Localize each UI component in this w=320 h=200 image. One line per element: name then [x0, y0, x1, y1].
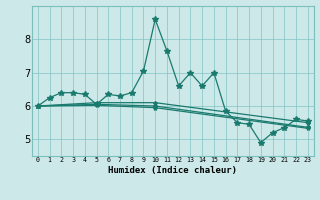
X-axis label: Humidex (Indice chaleur): Humidex (Indice chaleur) — [108, 166, 237, 175]
